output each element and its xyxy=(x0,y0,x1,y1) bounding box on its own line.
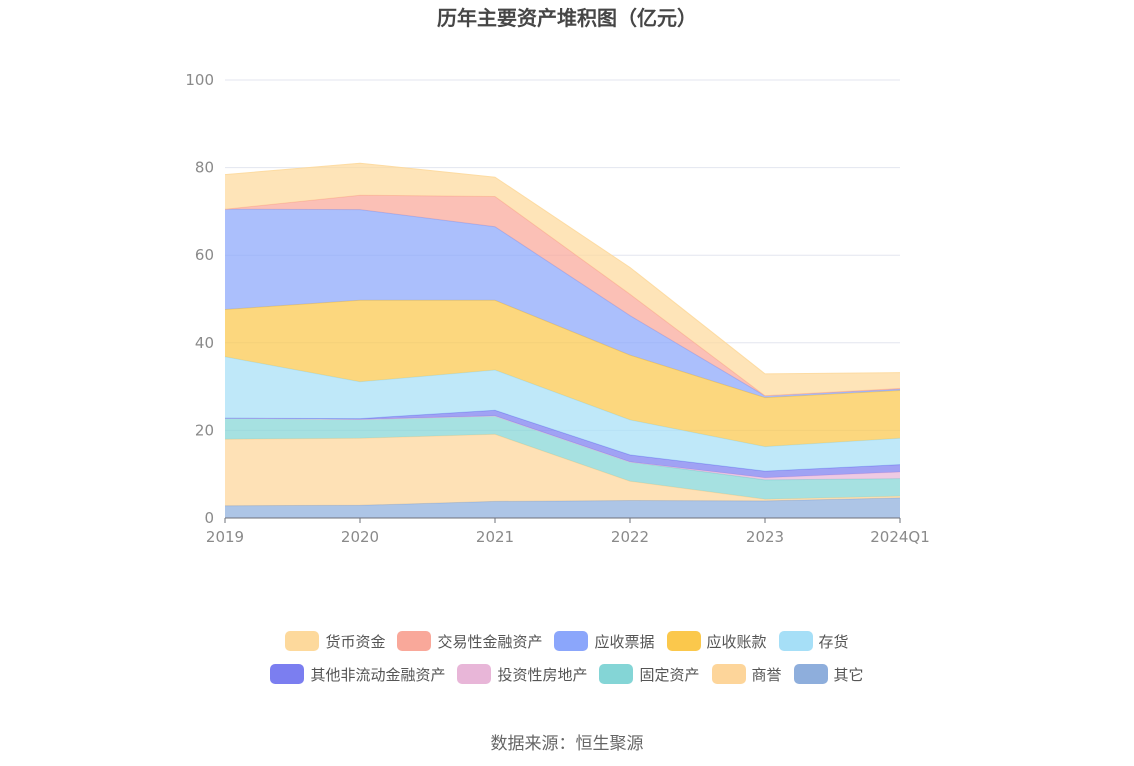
legend-label: 存货 xyxy=(818,632,849,651)
axes: 0 20 40 60 80 100 2019 2020 2021 2022 2023 2024Q1 xyxy=(185,71,929,546)
legend-item[interactable]: 投资性房地产 xyxy=(457,663,587,685)
area-应收票据 xyxy=(225,209,900,398)
legend-swatch xyxy=(270,664,305,684)
legend-label: 货币资金 xyxy=(325,632,386,651)
legend-item[interactable]: 固定资产 xyxy=(599,663,700,685)
line-货币资金 xyxy=(224,162,901,375)
y-tick-label: 40 xyxy=(195,334,214,352)
area-应收账款 xyxy=(225,300,900,447)
legend-item[interactable]: 交易性金融资产 xyxy=(397,630,542,652)
x-tick-label: 2021 xyxy=(476,528,514,546)
area-其他非流动金融资产 xyxy=(225,410,900,478)
legend-label: 应收账款 xyxy=(706,632,767,651)
legend-item[interactable]: 应收账款 xyxy=(666,630,767,652)
area-存货 xyxy=(225,356,900,472)
legend-row: 其他非流动金融资产 投资性房地产 固定资产 商誉 其它 xyxy=(0,663,1134,685)
area-商誉 xyxy=(225,434,900,506)
chart-title: 历年主要资产堆积图（亿元） xyxy=(437,6,697,30)
y-tick-label: 20 xyxy=(195,421,214,439)
area-固定资产 xyxy=(225,415,900,500)
y-tick-label: 0 xyxy=(204,509,214,527)
line-存货 xyxy=(224,356,901,448)
legend-swatch xyxy=(711,664,746,684)
legend-label: 投资性房地产 xyxy=(497,665,588,684)
legend: 货币资金 交易性金融资产 应收票据 应收账款 存货其他非流动金融资产 投资性房地产 固定资产… xyxy=(0,630,1134,696)
legend-row: 货币资金 交易性金融资产 应收票据 应收账款 存货 xyxy=(0,630,1134,652)
legend-label: 其他非流动金融资产 xyxy=(310,665,446,684)
legend-item[interactable]: 货币资金 xyxy=(285,630,385,652)
data-source: 数据来源：恒生聚源 xyxy=(490,734,644,754)
x-tick-label: 2024Q1 xyxy=(870,528,930,546)
legend-item[interactable]: 商誉 xyxy=(711,663,782,685)
legend-item[interactable]: 应收票据 xyxy=(554,630,655,652)
legend-label: 其它 xyxy=(833,665,864,684)
y-tick-label: 100 xyxy=(185,71,214,89)
legend-item[interactable]: 其它 xyxy=(793,663,864,685)
legend-item[interactable]: 其他非流动金融资产 xyxy=(270,663,445,685)
x-tick-label: 2023 xyxy=(746,528,784,546)
legend-swatch xyxy=(599,664,634,684)
x-tick-label: 2019 xyxy=(206,528,244,546)
stacked-area-chart: 0 20 40 60 80 100 2019 2020 2021 2022 2023 2024Q1 xyxy=(185,71,929,546)
legend-label: 固定资产 xyxy=(639,665,700,684)
legend-swatch xyxy=(778,631,813,651)
legend-swatch xyxy=(666,631,701,651)
area-series xyxy=(224,162,901,518)
y-tick-label: 80 xyxy=(195,159,214,177)
legend-label: 应收票据 xyxy=(594,632,655,651)
area-货币资金 xyxy=(225,163,900,396)
legend-swatch xyxy=(397,631,432,651)
legend-label: 商誉 xyxy=(751,665,782,684)
x-tick-label: 2020 xyxy=(341,528,379,546)
legend-swatch xyxy=(285,631,320,651)
legend-label: 交易性金融资产 xyxy=(437,632,543,651)
legend-swatch xyxy=(793,664,828,684)
legend-item[interactable]: 存货 xyxy=(778,630,849,652)
legend-swatch xyxy=(554,631,589,651)
x-tick-label: 2022 xyxy=(611,528,649,546)
y-tick-label: 60 xyxy=(195,246,214,264)
legend-swatch xyxy=(457,664,492,684)
area-其它 xyxy=(225,497,900,518)
